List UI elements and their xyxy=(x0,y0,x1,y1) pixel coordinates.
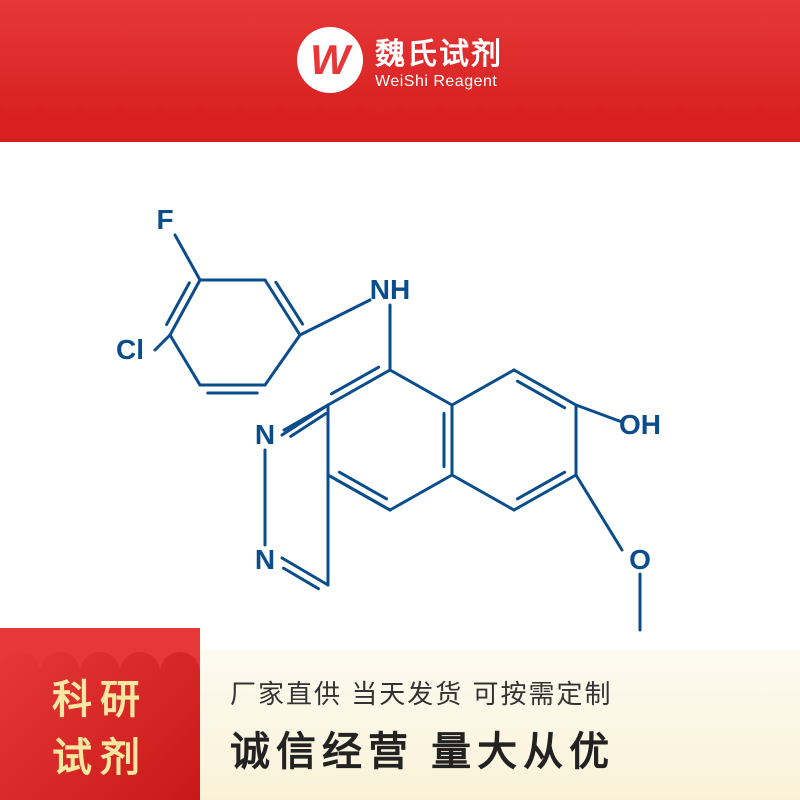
molecule-diagram: F Cl NH N N OH O xyxy=(0,160,800,650)
atom-f: F xyxy=(156,204,173,236)
info-line1: 厂家直供 当天发货 可按需定制 xyxy=(230,674,800,711)
brand-logo: W 魏氏试剂 WeiShi Reagent xyxy=(297,27,503,93)
tag-line1: 科研 xyxy=(52,667,148,725)
info-line2: 诚信经营 量大从优 xyxy=(230,719,800,777)
bottom-banner: 科研 试剂 厂家直供 当天发货 可按需定制 诚信经营 量大从优 xyxy=(0,650,800,800)
atom-o: O xyxy=(629,544,651,576)
info-panel: 厂家直供 当天发货 可按需定制 诚信经营 量大从优 xyxy=(200,650,800,800)
brand-text: 魏氏试剂 WeiShi Reagent xyxy=(375,29,503,91)
atom-oh: OH xyxy=(619,409,661,441)
atom-n2: N xyxy=(255,544,275,576)
logo-circle: W xyxy=(297,27,363,93)
atom-cl: Cl xyxy=(116,334,144,366)
brand-name-en: WeiShi Reagent xyxy=(375,73,503,91)
bond-lines xyxy=(0,160,800,650)
logo-letter-icon: W xyxy=(310,36,350,84)
atom-nh: NH xyxy=(370,274,410,306)
product-tag: 科研 试剂 xyxy=(0,650,200,800)
top-banner: W 魏氏试剂 WeiShi Reagent xyxy=(0,0,800,120)
brand-name-cn: 魏氏试剂 xyxy=(375,29,503,73)
atom-n1: N xyxy=(255,419,275,451)
tag-line2: 试剂 xyxy=(52,725,148,783)
